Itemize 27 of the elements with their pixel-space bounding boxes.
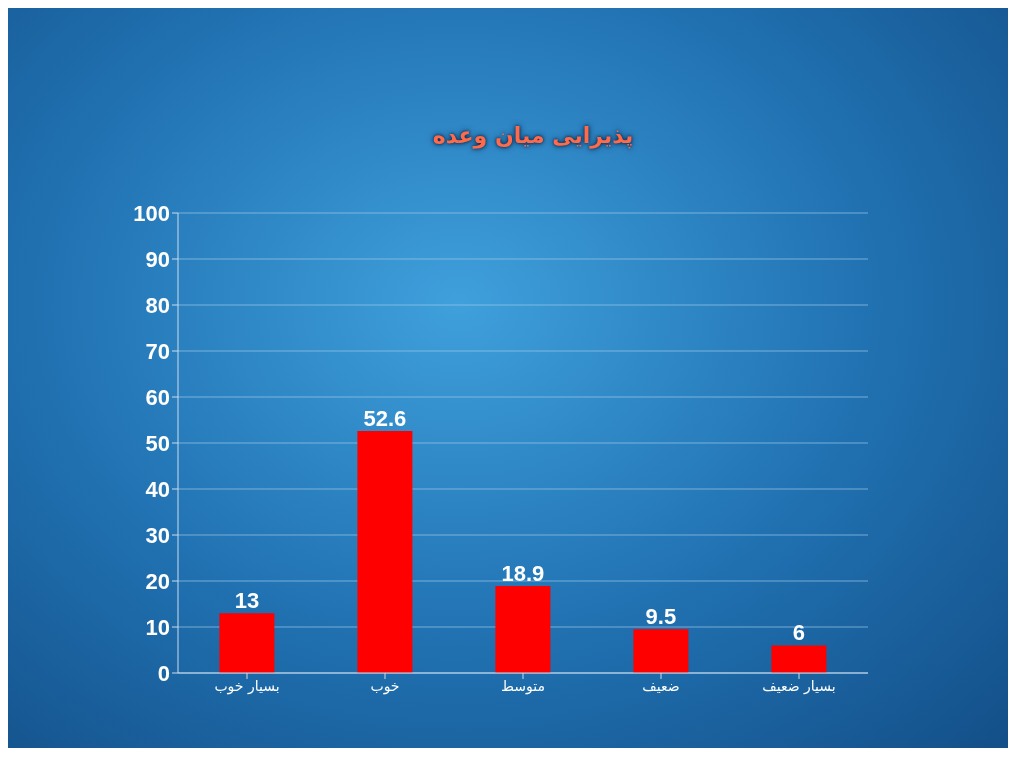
- x-tick-label: متوسط: [501, 677, 545, 695]
- data-label: 6: [792, 620, 806, 646]
- y-tick-label: 10: [145, 614, 170, 640]
- y-tick-label: 20: [145, 568, 170, 594]
- x-tick-label: بسیار ضعیف: [762, 677, 836, 695]
- bar: [633, 629, 689, 673]
- bar: [771, 645, 827, 673]
- chart-title: پذیرایی میان وعده: [431, 123, 635, 148]
- data-label: 18.9: [501, 561, 545, 587]
- x-tick-label: ضعیف: [642, 677, 680, 694]
- bar: [357, 431, 413, 673]
- y-tick-label: 60: [145, 384, 170, 410]
- y-tick-label: 0: [157, 660, 170, 686]
- y-tick-label: 50: [145, 430, 170, 456]
- y-tick-label: 100: [133, 200, 170, 226]
- y-tick-label: 90: [145, 246, 170, 272]
- y-tick-label: 30: [145, 522, 170, 548]
- data-label: 13: [234, 588, 260, 614]
- bar: [219, 613, 275, 673]
- x-tick-label: بسیار خوب: [214, 677, 280, 695]
- data-label: 52.6: [363, 406, 407, 432]
- y-tick-label: 40: [145, 476, 170, 502]
- x-tick-label: خوب: [370, 677, 400, 695]
- y-tick-label: 80: [145, 292, 170, 318]
- y-tick-label: 70: [145, 338, 170, 364]
- data-label: 9.5: [645, 604, 677, 630]
- bar: [495, 586, 551, 673]
